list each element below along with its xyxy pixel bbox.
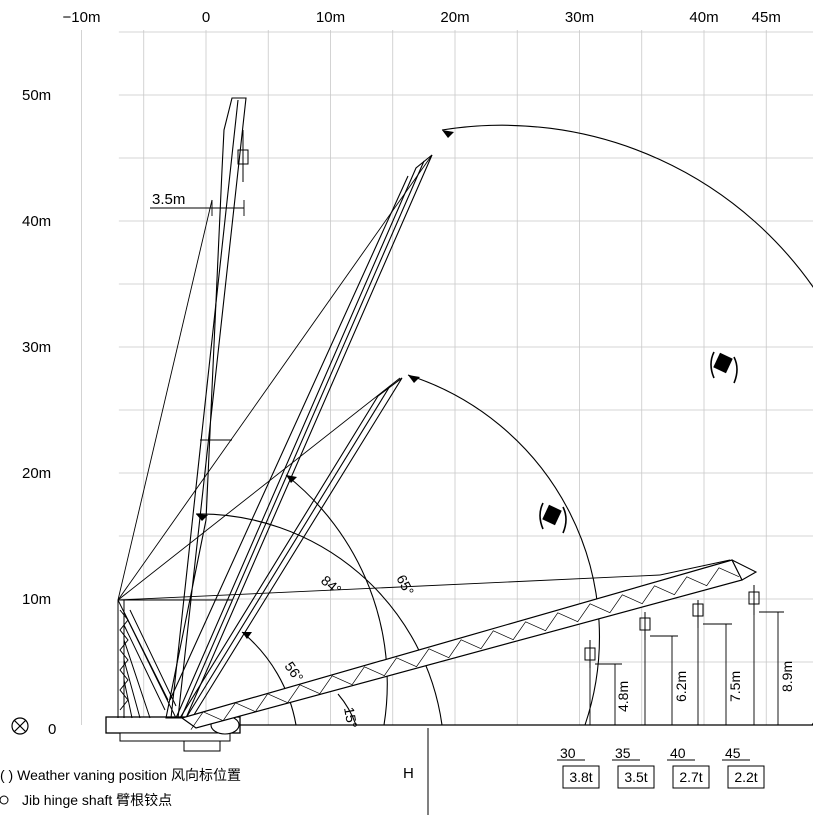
crane-mast: [117, 599, 177, 719]
pendant-lines: [117, 154, 731, 601]
crane-base: [105, 715, 241, 752]
x-tick-label: −10m: [63, 9, 101, 26]
arrow-head: [196, 514, 208, 521]
weather-vaning-marker-outer: [710, 351, 738, 384]
x-tick-label: 45m: [752, 9, 781, 26]
load-value: 2.7t: [679, 769, 702, 785]
grid-lines: [81, 30, 813, 726]
hook-height-2: 6.2m: [673, 671, 689, 702]
radius-label: 40: [670, 745, 686, 761]
x-tick-label: 20m: [440, 9, 469, 26]
offset-dimension: [150, 200, 245, 216]
y-tick-label: 30m: [22, 339, 51, 356]
arrow-head: [408, 375, 420, 383]
angle-label-65: 65°: [393, 572, 417, 598]
legend-weather-vaning: ( ) Weather vaning position 风向标位置: [0, 767, 241, 783]
jib-hinge-legend-symbol: [11, 717, 29, 735]
range-arc-inner-84: [195, 513, 443, 726]
h-label: H: [403, 765, 414, 782]
radius-label: 45: [725, 745, 741, 761]
hooks-15: [584, 585, 760, 668]
load-value: 3.8t: [569, 769, 592, 785]
hook-height-4: 8.9m: [779, 661, 795, 692]
arrow-head: [442, 130, 454, 138]
y-axis-ticks: 50m 40m 30m 20m 10m: [22, 87, 51, 608]
weather-vaning-marker-inner: [539, 502, 567, 534]
hook-height-3: 7.5m: [727, 671, 743, 702]
x-tick-label: 0: [202, 9, 210, 26]
arrow-head: [286, 475, 297, 483]
angle-label-56: 56°: [282, 659, 307, 686]
load-box: [562, 765, 600, 789]
x-axis-ticks: −10m 0 10m 20m 30m 40m 45m: [63, 9, 781, 26]
load-value: 2.2t: [734, 769, 757, 785]
angle-label-84: 84°: [318, 572, 345, 598]
load-box: [617, 765, 655, 789]
range-arc-middle: [407, 374, 600, 726]
load-value: 3.5t: [624, 769, 647, 785]
y-tick-label: 10m: [22, 591, 51, 608]
radius-label: 35: [615, 745, 631, 761]
load-box: [727, 765, 765, 789]
legend-jib-hinge: Jib hinge shaft 臂根铰点: [22, 792, 172, 808]
offset-label: 3.5m: [152, 191, 185, 208]
origin-label: 0: [48, 721, 56, 738]
y-tick-label: 40m: [22, 213, 51, 230]
x-tick-label: 40m: [689, 9, 718, 26]
radius-label: 30: [560, 745, 576, 761]
range-arc-outer: [441, 124, 813, 726]
y-tick-label: 50m: [22, 87, 51, 104]
range-arc-15: [337, 693, 357, 726]
jib-84: [165, 97, 247, 719]
y-tick-label: 20m: [22, 465, 51, 482]
range-arc-56: [241, 631, 297, 726]
load-table: 30 3.8t 35 3.5t 40 2.7t 45 2.2t: [557, 745, 765, 789]
legend: ( ) Weather vaning position 风向标位置 Jib hi…: [0, 717, 241, 808]
jib-hinge-symbol: [0, 795, 9, 805]
hook-84: [237, 130, 249, 182]
x-tick-label: 30m: [565, 9, 594, 26]
height-dimensions: [589, 611, 784, 725]
load-box: [672, 765, 710, 789]
jib-15-lattice: [180, 559, 758, 730]
angle-label-15: 15°: [341, 706, 360, 730]
hook-height-1: 4.8m: [615, 681, 631, 712]
x-tick-label: 10m: [316, 9, 345, 26]
